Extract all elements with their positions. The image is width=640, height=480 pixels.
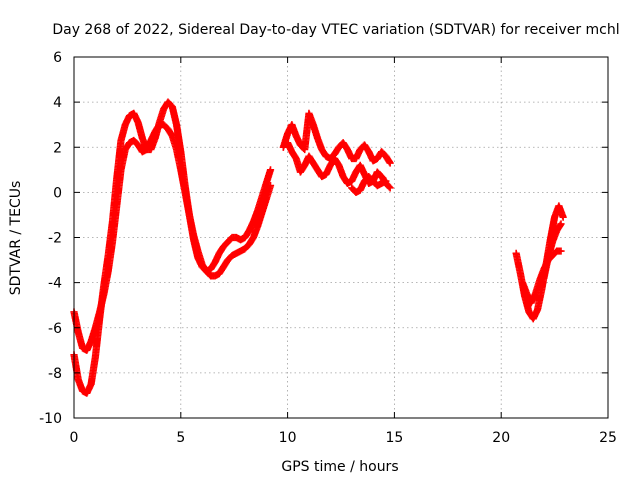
data-point-fill	[266, 167, 274, 175]
x-tick-label: 15	[385, 430, 403, 446]
data-point-fill	[385, 183, 393, 191]
series-track-F	[512, 202, 567, 323]
y-tick-label: -4	[48, 276, 62, 292]
y-tick-label: 6	[53, 50, 62, 66]
series-track-D	[284, 139, 394, 192]
tick-labels: 0 5 10 15 20 25 -10 -8 -6 -4 -2 0 2 4 6	[39, 50, 617, 446]
data-point-fill	[381, 178, 389, 186]
y-tick-label: 4	[53, 95, 62, 111]
series-track-B	[70, 98, 275, 397]
data-point-fill	[385, 158, 394, 166]
x-tick-label: 0	[70, 430, 79, 446]
data-point-fill	[367, 175, 375, 183]
y-tick-label: 2	[53, 140, 62, 156]
y-tick-label: -10	[39, 411, 62, 427]
plot-frame	[73, 56, 609, 419]
y-tick-label: 0	[53, 185, 62, 201]
x-axis-label: GPS time / hours	[281, 459, 398, 475]
data-point-fill	[555, 247, 564, 255]
y-tick-label: -8	[48, 366, 62, 382]
series-track-E	[348, 172, 390, 196]
data-point-fill	[222, 240, 230, 248]
grid-lines	[74, 57, 608, 418]
data-point-fill	[166, 100, 174, 108]
series-track-H	[540, 220, 565, 282]
x-tick-label: 5	[176, 430, 185, 446]
chart-title: Day 268 of 2022, Sidereal Day-to-day VTE…	[52, 22, 619, 38]
data-point-fill	[556, 221, 564, 229]
y-axis-label: SDTVAR / TECUs	[8, 181, 24, 296]
data-points	[70, 98, 567, 397]
data-point-fill	[384, 182, 392, 190]
x-tick-label: 25	[599, 430, 617, 446]
data-point-fill	[559, 212, 567, 220]
y-tick-label: -6	[48, 321, 62, 337]
x-tick-label: 20	[492, 430, 510, 446]
y-tick-label: -2	[48, 231, 62, 247]
x-tick-label: 10	[279, 430, 297, 446]
